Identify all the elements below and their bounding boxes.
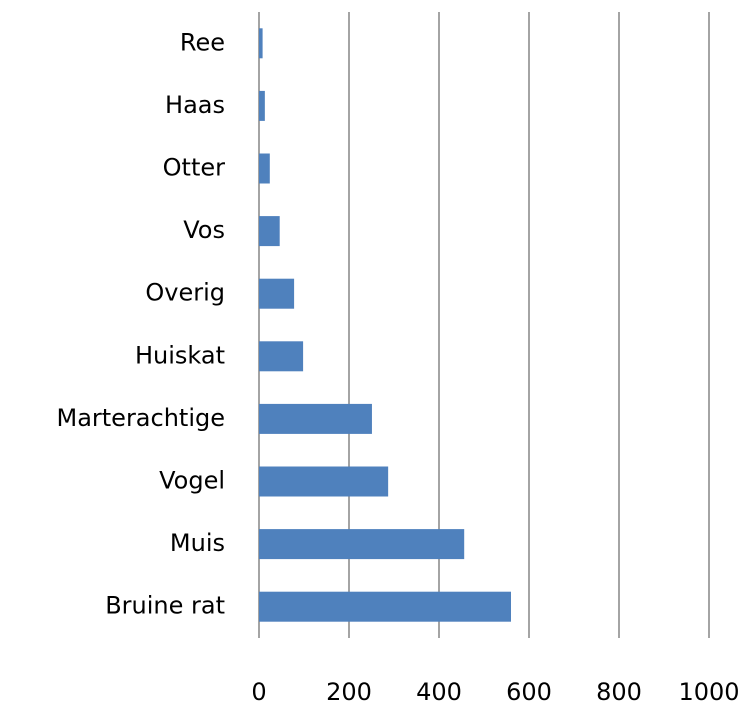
- bar: [259, 466, 389, 497]
- y-tick-label: Marterachtige: [56, 404, 225, 432]
- bar: [259, 529, 465, 560]
- x-tick-label: 400: [416, 678, 462, 706]
- x-tick-label: 600: [506, 678, 552, 706]
- bar: [259, 278, 295, 309]
- bar: [259, 90, 265, 121]
- y-tick-label: Otter: [163, 154, 225, 182]
- y-tick-label: Muis: [170, 529, 225, 557]
- bar: [259, 153, 270, 184]
- bar: [259, 341, 304, 372]
- y-tick-label: Overig: [145, 279, 225, 307]
- y-tick-label: Bruine rat: [105, 592, 225, 620]
- bar: [259, 591, 511, 622]
- x-tick-label: 200: [326, 678, 372, 706]
- y-tick-label: Vos: [183, 216, 225, 244]
- y-tick-label: Vogel: [159, 467, 225, 495]
- x-tick-label: 800: [596, 678, 642, 706]
- bar: [259, 403, 372, 434]
- y-tick-label: Haas: [165, 91, 225, 119]
- x-tick-label: 0: [251, 678, 266, 706]
- y-tick-label: Huiskat: [135, 341, 225, 369]
- y-tick-label: Ree: [180, 28, 225, 56]
- bar: [259, 28, 263, 59]
- x-tick-label: 1000: [678, 678, 739, 706]
- bar: [259, 216, 280, 247]
